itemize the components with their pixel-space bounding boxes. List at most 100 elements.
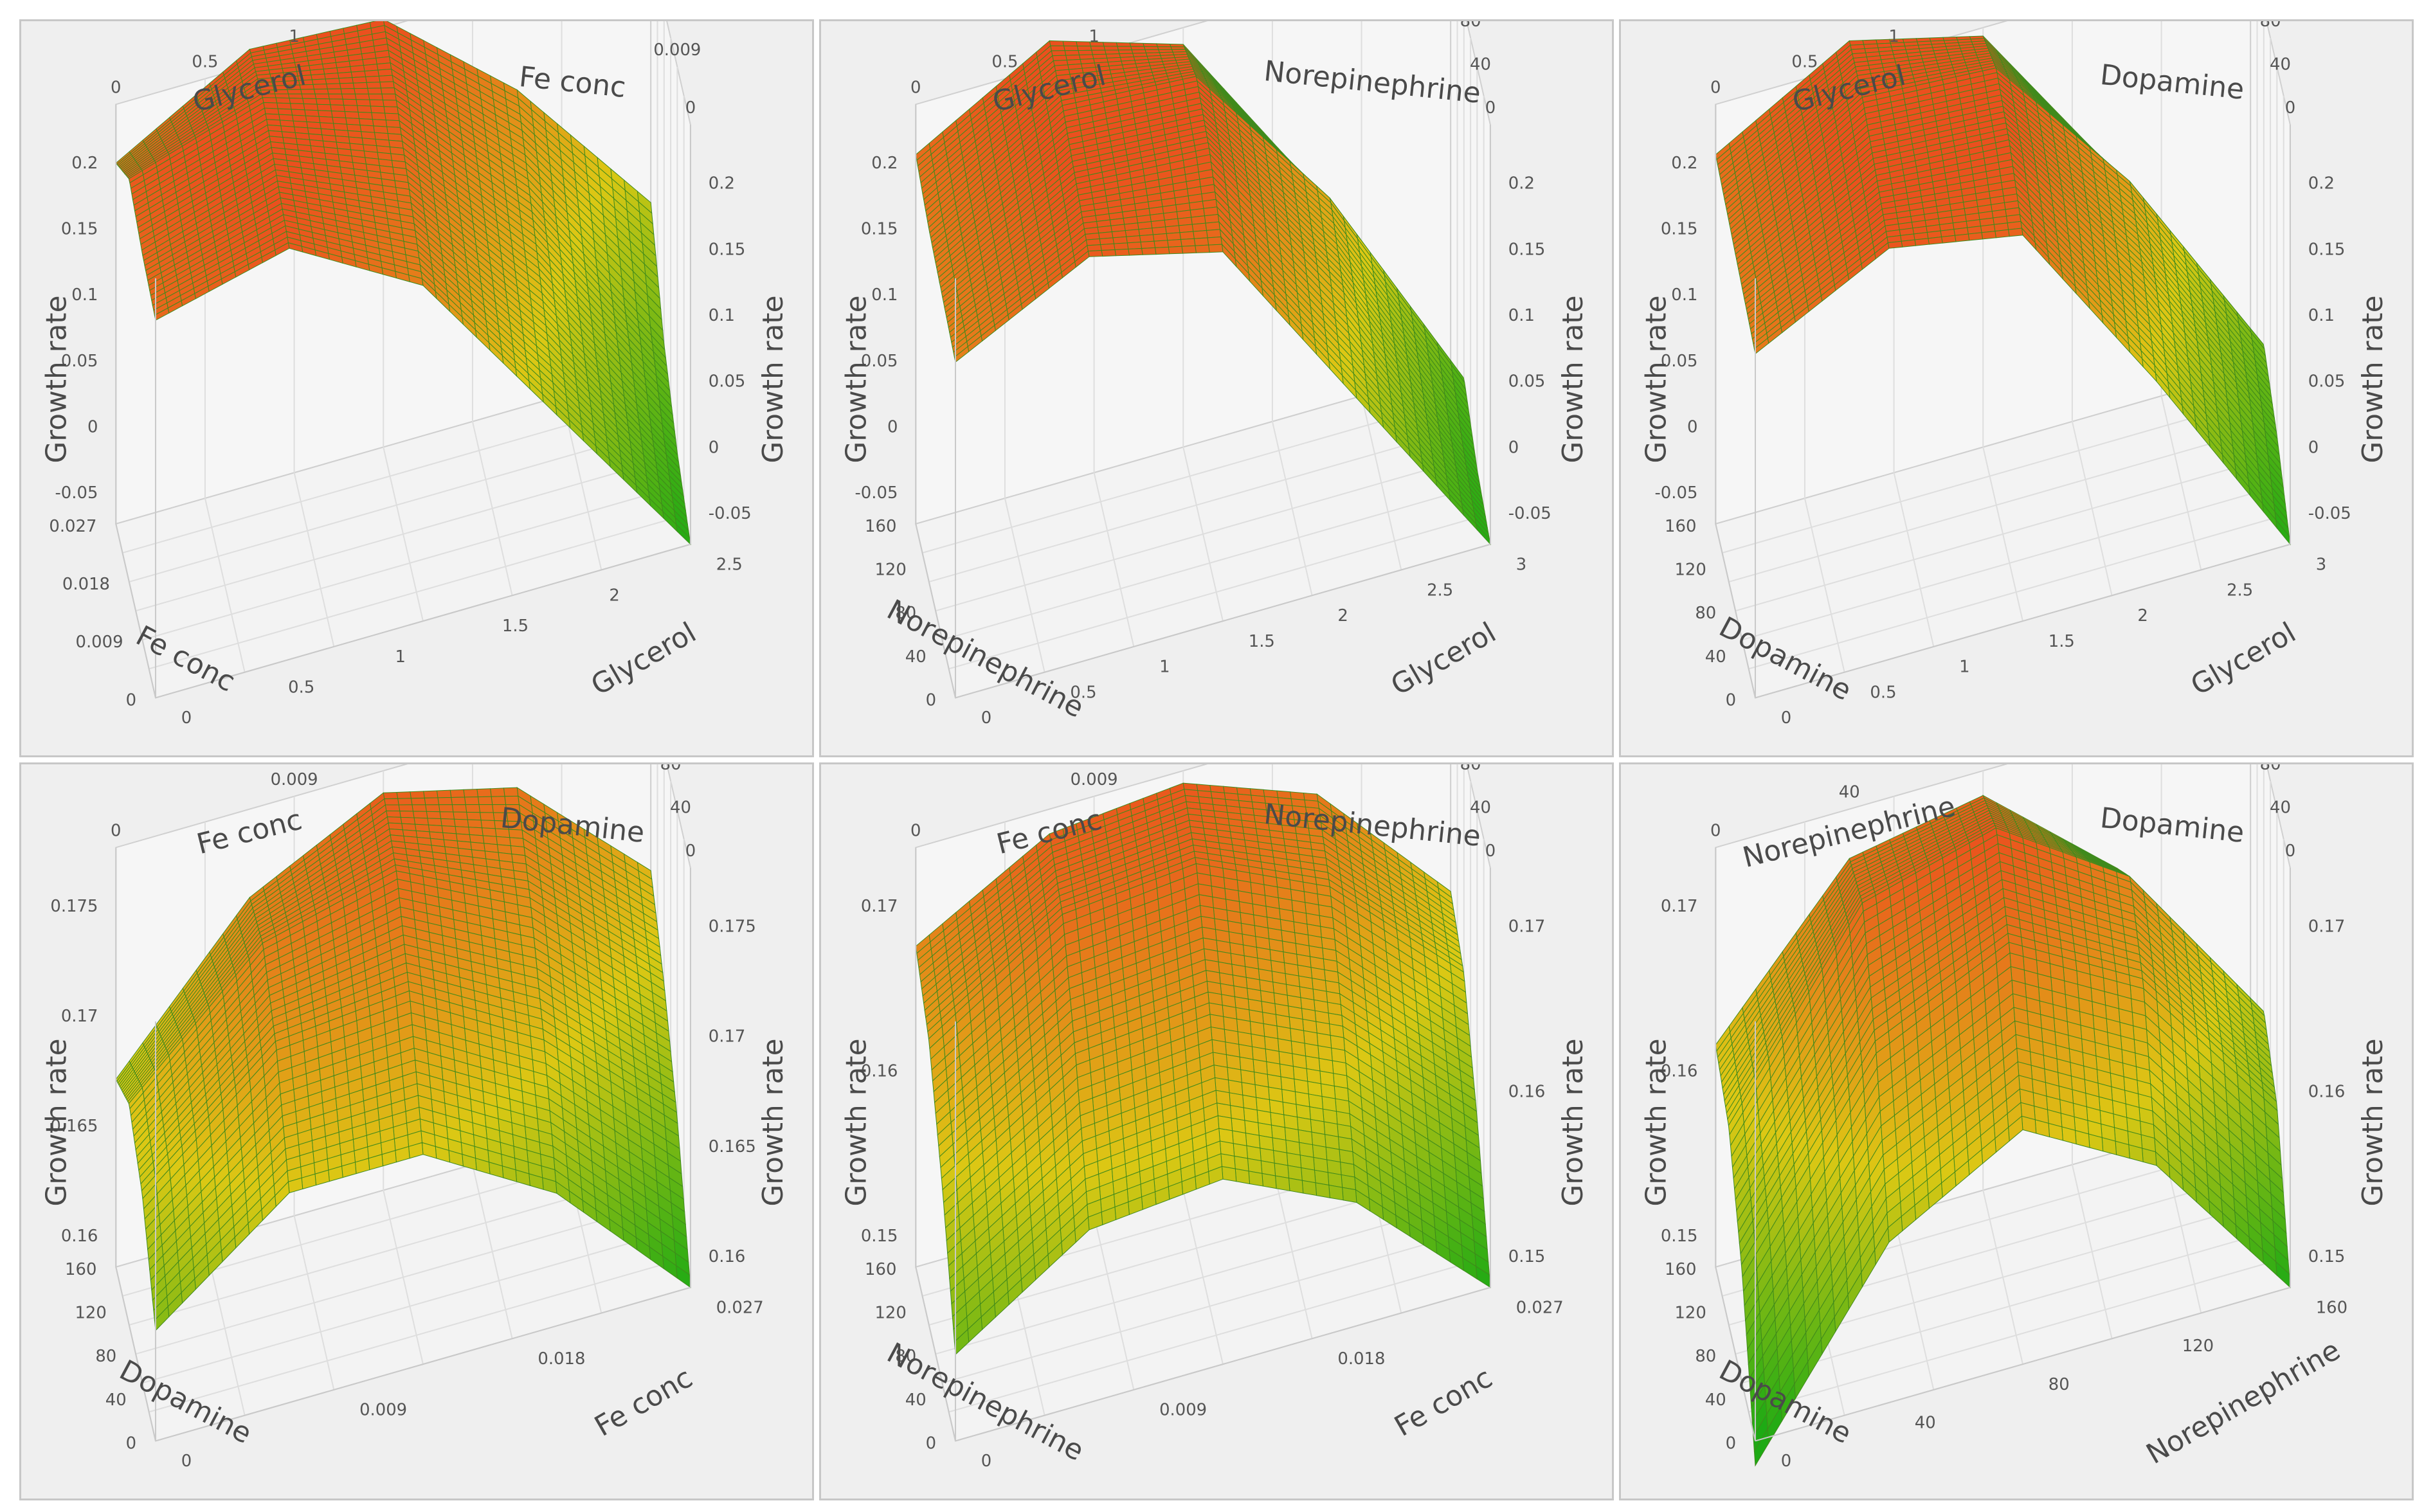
surface-cell <box>1128 248 1143 255</box>
z-tick-label-right: 0.05 <box>1508 372 1546 392</box>
z-tick-label-right: 0 <box>1508 438 1519 457</box>
z-tick-label-right: -0.05 <box>1508 504 1551 523</box>
z-tick-label-left: 0.1 <box>871 285 898 305</box>
surface-cell <box>1090 46 1105 51</box>
surface-cell <box>1166 233 1180 240</box>
surface-cell <box>354 88 368 94</box>
front-right-tick-label: 1 <box>1959 658 1969 677</box>
surface-cell <box>1142 248 1156 255</box>
surface-cell <box>345 111 359 118</box>
z-tick-label-left: -0.05 <box>1654 483 1697 503</box>
surface-cell <box>1141 241 1155 248</box>
front-left-tick-label: 80 <box>1695 604 1716 623</box>
surface-cell <box>368 88 382 94</box>
surface-plot-fe-glycerol: 00.511.522.530.0270.0180.00900.0270.0180… <box>19 19 814 757</box>
surface-cell <box>303 104 318 111</box>
back-left-tick-label: 1 <box>1888 27 1899 46</box>
surface-cell <box>1157 44 1171 47</box>
z-tick-label-left: -0.05 <box>55 483 98 503</box>
front-right-tick-label: 2 <box>1337 606 1348 626</box>
front-right-tick-label: 3 <box>1516 555 1526 575</box>
surface-cell <box>1065 51 1079 56</box>
surface-cell <box>276 98 290 104</box>
surface-cell <box>1155 247 1169 254</box>
front-right-tick-label: 0.5 <box>288 678 314 698</box>
back-right-tick-label: 0.009 <box>653 40 701 60</box>
front-right-tick-label: 0 <box>1781 708 1791 728</box>
surface-cell <box>332 117 347 124</box>
back-left-tick-label: 0.5 <box>192 53 218 72</box>
front-left-tick-label: 0.009 <box>76 633 123 652</box>
back-right-tick-label: 0 <box>2285 98 2295 118</box>
surface-cell <box>1051 46 1065 51</box>
back-right-tick-label: 80 <box>2260 21 2281 31</box>
surface-cell <box>1153 233 1167 241</box>
surface-cell <box>317 104 331 111</box>
front-left-tick-label: 0 <box>926 690 936 710</box>
surface-cell <box>366 76 380 82</box>
surface-plot-norepinephrine-glycerol: 00.511.522.53160120804001601208040000.51… <box>819 19 1614 757</box>
back-right-tick-label: 40 <box>2270 55 2291 75</box>
surface-cell <box>1144 46 1158 50</box>
surface-cell <box>1968 233 1982 240</box>
surface-cell <box>327 89 341 94</box>
z-axis-label-left: Growth rate <box>840 295 873 463</box>
surface-cell <box>359 119 374 126</box>
front-right-tick-label: 0 <box>181 708 192 728</box>
surface-cell <box>357 105 371 113</box>
surface-cell <box>329 94 343 99</box>
surface-cell <box>1166 226 1180 233</box>
surface-cell <box>330 105 345 112</box>
surface-cell <box>277 103 291 109</box>
surface-cell <box>383 100 397 107</box>
surface-cell <box>1193 230 1207 239</box>
front-left-tick-label: 0.027 <box>49 517 96 536</box>
surface-cell <box>1928 237 1942 245</box>
front-right-tick-label: 2.5 <box>716 555 743 575</box>
back-left-tick-label: 1 <box>1089 27 1099 46</box>
surface-cell <box>1126 236 1141 243</box>
surface-cell <box>1049 40 1063 46</box>
surface-cell <box>1180 239 1195 246</box>
surface-cell <box>302 94 316 98</box>
front-left-tick-label: 160 <box>865 517 896 536</box>
z-tick-label-right: 0.1 <box>709 306 735 325</box>
surface-cell <box>1113 237 1127 244</box>
surface-cell <box>365 70 379 76</box>
surface-cell <box>384 107 398 114</box>
surface-plot-svg: 00.511.522.53160120804001601208040000.51… <box>821 21 1612 755</box>
front-left-tick-label: 0.018 <box>62 575 110 594</box>
z-tick-label-right: 0.1 <box>1508 306 1535 325</box>
surface-cell <box>1206 230 1220 238</box>
surface-cell <box>278 109 292 115</box>
z-tick-label-right: 0.2 <box>709 174 735 194</box>
surface-cell <box>370 106 384 113</box>
surface-cell <box>1130 43 1144 47</box>
surface-cell <box>370 100 384 107</box>
z-axis-label-right: Growth rate <box>757 295 790 463</box>
z-axis-label-left: Growth rate <box>41 295 73 463</box>
surface-cell <box>372 113 386 120</box>
surface-cell <box>1168 246 1182 254</box>
z-tick-label-right: -0.05 <box>709 504 752 523</box>
surface-cell <box>314 89 328 94</box>
surface-cell <box>368 94 383 100</box>
back-left-tick-label: 1 <box>289 27 299 46</box>
surface-cell <box>1131 46 1145 50</box>
surface-cell <box>356 100 370 106</box>
back-right-tick-label: 80 <box>1460 21 1481 31</box>
surface-cell <box>315 94 329 99</box>
surface-cell <box>1207 237 1222 246</box>
surface-cell <box>385 113 399 121</box>
surface-cell <box>264 103 278 109</box>
surface-cell <box>353 82 367 88</box>
surface-plot-dopamine-glycerol: 00.511.522.53160120804001601208040000.51… <box>1619 19 2414 757</box>
back-right-tick-label: 0 <box>685 98 696 118</box>
z-tick-label-left: 0.2 <box>71 154 98 173</box>
surface-cell <box>1114 243 1128 250</box>
surface-cell <box>1982 231 1996 239</box>
front-right-tick-label: 2.5 <box>1427 580 1453 600</box>
surface-cell <box>1078 50 1092 55</box>
z-tick-label-left: 0.2 <box>871 154 898 173</box>
z-tick-label-left: 0.15 <box>61 219 98 239</box>
